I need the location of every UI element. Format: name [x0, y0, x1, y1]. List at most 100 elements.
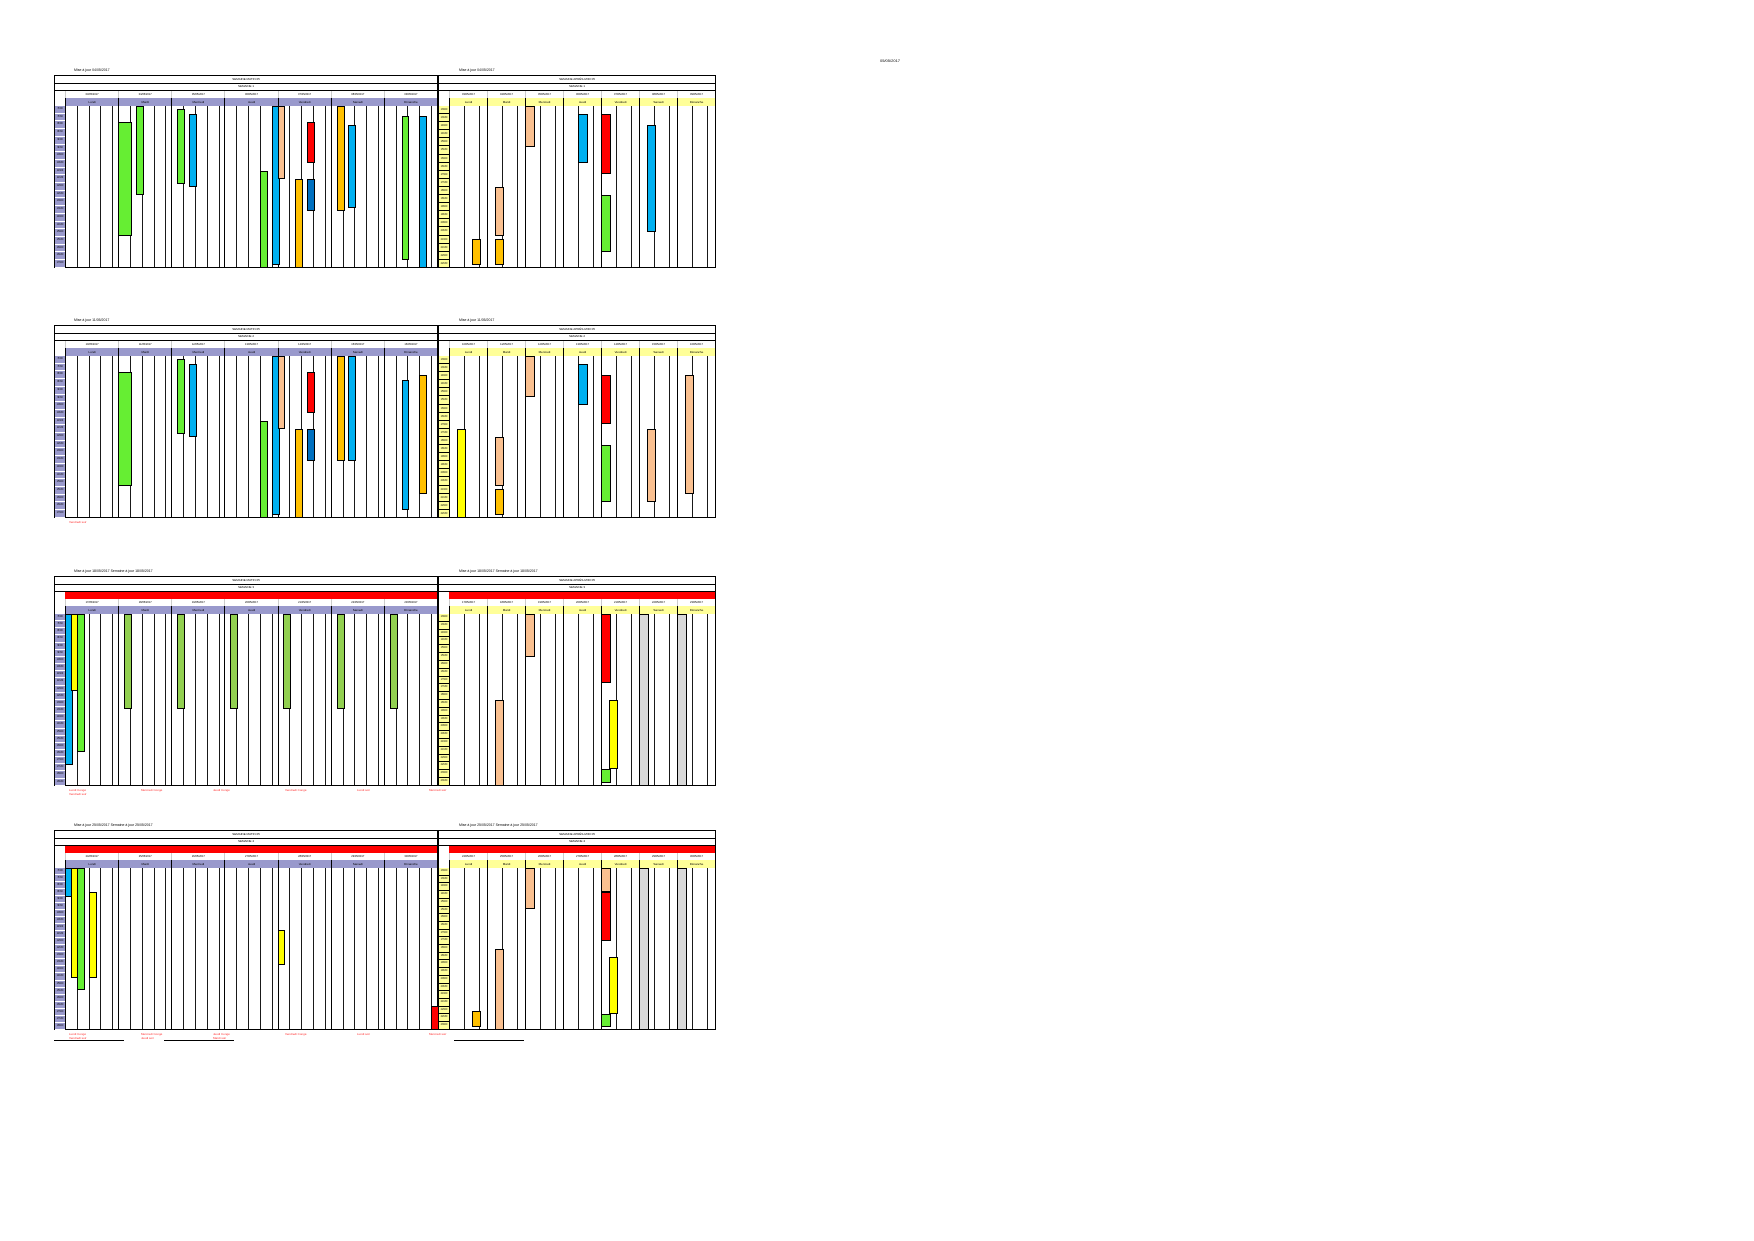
schedule-event[interactable] — [677, 614, 687, 786]
hour-cell: 17h00 — [439, 171, 449, 179]
grid-line — [330, 356, 332, 517]
schedule-event[interactable] — [525, 356, 535, 397]
schedule-event[interactable] — [189, 114, 197, 187]
schedule-event[interactable] — [601, 1013, 611, 1027]
schedule-event[interactable] — [525, 106, 535, 147]
schedule-event[interactable] — [348, 356, 357, 462]
schedule-event[interactable] — [494, 187, 505, 236]
schedule-event[interactable] — [76, 868, 85, 990]
schedule-event[interactable] — [271, 356, 280, 515]
schedule-event[interactable] — [295, 178, 304, 268]
schedule-event[interactable] — [177, 359, 186, 434]
hour-cell: 10h00 — [55, 402, 65, 410]
schedule-event[interactable] — [135, 106, 144, 196]
date-cell: 27/05/2017 — [563, 853, 601, 860]
hour-cell: 8h00 — [55, 882, 65, 890]
date-cell: 07/05/2017 — [601, 91, 639, 98]
schedule-event[interactable] — [277, 929, 286, 966]
grid-line — [141, 614, 143, 785]
schedule-event[interactable] — [601, 195, 611, 252]
grid-line — [449, 356, 450, 517]
schedule-event[interactable] — [601, 375, 611, 425]
schedule-event[interactable] — [124, 614, 132, 709]
schedule-event[interactable] — [601, 445, 611, 502]
weekday-cell: Mercredi — [525, 606, 563, 614]
schedule-event[interactable] — [601, 114, 611, 175]
schedule-event[interactable] — [76, 614, 85, 752]
schedule-event[interactable] — [336, 614, 345, 709]
schedule-event[interactable] — [646, 428, 657, 502]
hour-cell: 8h00 — [55, 628, 65, 636]
schedule-event[interactable] — [608, 957, 619, 1014]
hour-cell: 10h30 — [55, 917, 65, 925]
schedule-event[interactable] — [295, 428, 304, 518]
grid-line — [194, 614, 196, 785]
schedule-event[interactable] — [578, 114, 588, 163]
hour-cell: 16h00 — [439, 661, 449, 669]
hour-cell: 12h30 — [55, 693, 65, 700]
schedule-event[interactable] — [494, 437, 505, 486]
schedule-event[interactable] — [307, 372, 315, 413]
schedule-event[interactable] — [307, 178, 315, 212]
afternoon-schedule-panel: SEMAINE APRÈS-MIDI 05 SEMAINE 2 10/05/2017… — [438, 325, 716, 518]
schedule-event[interactable] — [336, 106, 345, 212]
schedule-event[interactable] — [525, 614, 535, 657]
schedule-event[interactable] — [525, 868, 535, 909]
hour-cell: 15h00 — [55, 729, 65, 736]
grid-line — [354, 614, 356, 785]
schedule-event[interactable] — [471, 1010, 482, 1027]
schedule-event[interactable] — [259, 420, 268, 518]
schedule-event[interactable] — [684, 375, 695, 494]
schedule-grid — [449, 868, 715, 1030]
schedule-event[interactable] — [259, 170, 268, 268]
grid-line — [88, 614, 90, 785]
schedule-event[interactable] — [494, 488, 505, 515]
schedule-event[interactable] — [494, 949, 505, 1030]
grid-line — [76, 356, 78, 517]
schedule-event[interactable] — [601, 868, 611, 893]
schedule-event[interactable] — [230, 614, 239, 709]
schedule-event[interactable] — [419, 375, 428, 494]
schedule-event[interactable] — [601, 892, 611, 941]
schedule-event[interactable] — [471, 238, 482, 265]
weekday-row: Lundi Mardi Mercredi Jeudi Vendredi Samedi Dim… — [449, 98, 715, 106]
weekday-cell: Mercredi — [171, 860, 225, 868]
schedule-event[interactable] — [401, 380, 410, 510]
schedule-event[interactable] — [419, 115, 428, 268]
schedule-event[interactable] — [271, 106, 280, 265]
schedule-event[interactable] — [88, 892, 97, 979]
schedule-event[interactable] — [646, 125, 657, 233]
schedule-event[interactable] — [494, 700, 505, 786]
schedule-event[interactable] — [639, 868, 649, 1030]
schedule-event[interactable] — [277, 356, 286, 429]
schedule-event[interactable] — [177, 109, 186, 184]
schedule-event[interactable] — [677, 868, 687, 1030]
schedule-event[interactable] — [389, 614, 398, 709]
schedule-event[interactable] — [336, 356, 345, 462]
grid-line — [153, 356, 155, 517]
schedule-event[interactable] — [118, 122, 132, 236]
schedule-event[interactable] — [348, 125, 357, 209]
schedule-event[interactable] — [608, 700, 619, 769]
schedule-event[interactable] — [401, 115, 410, 260]
schedule-event[interactable] — [118, 372, 132, 486]
schedule-event[interactable] — [283, 614, 292, 709]
schedule-event[interactable] — [601, 768, 611, 783]
schedule-event[interactable] — [494, 238, 505, 265]
schedule-event[interactable] — [189, 364, 197, 437]
schedule-event[interactable] — [177, 614, 186, 709]
schedule-grid — [449, 614, 715, 786]
schedule-footer-note: Mercredi soir — [429, 1032, 447, 1036]
schedule-event[interactable] — [277, 106, 286, 179]
date-cell: 22/05/2017 — [639, 599, 677, 606]
grid-line — [555, 868, 557, 1029]
hour-cell: 17h30 — [55, 764, 65, 772]
schedule-event[interactable] — [456, 428, 467, 518]
schedule-event[interactable] — [578, 364, 588, 405]
grid-line — [206, 868, 208, 1029]
schedule-event[interactable] — [307, 122, 315, 163]
grid-line — [517, 356, 519, 517]
schedule-event[interactable] — [601, 614, 611, 683]
schedule-event[interactable] — [639, 614, 649, 786]
schedule-event[interactable] — [307, 428, 315, 462]
